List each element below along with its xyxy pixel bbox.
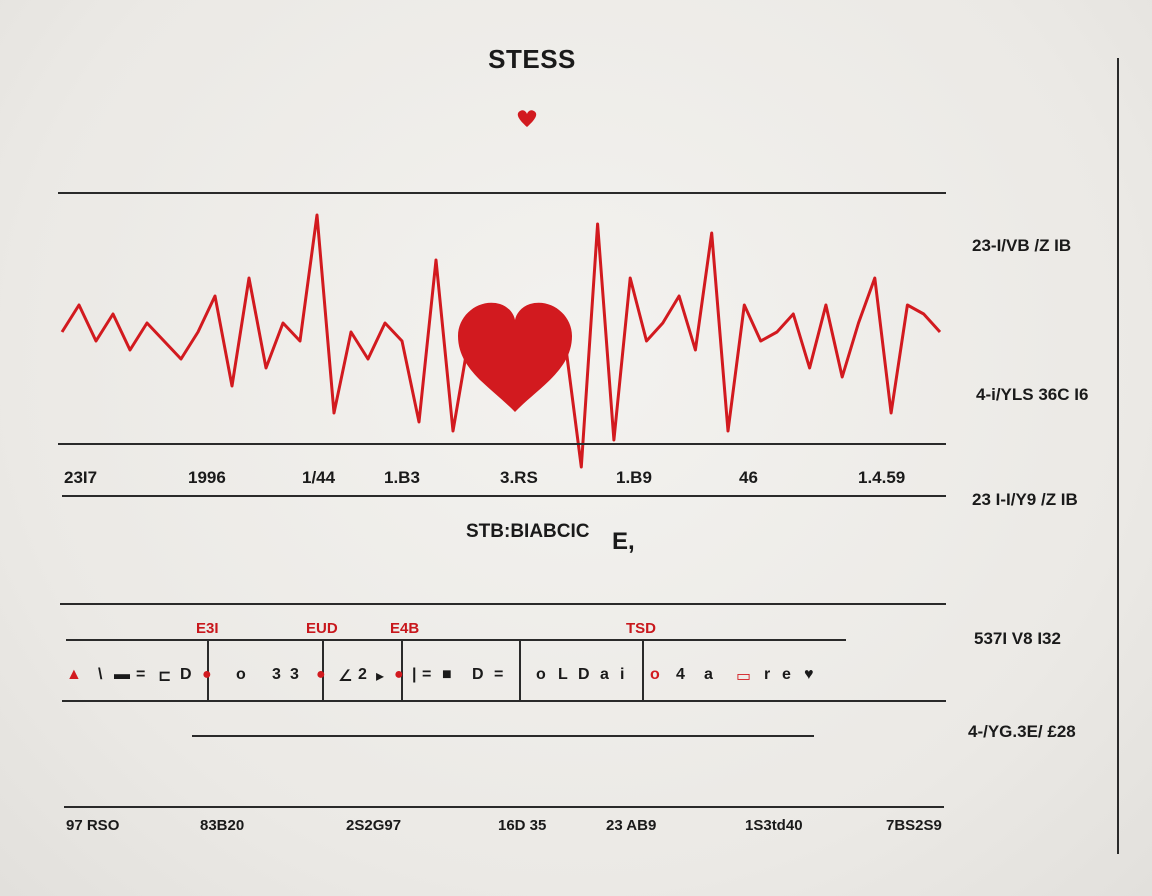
timeline-marker: TSD <box>626 620 656 637</box>
timeline-inner-rule <box>66 639 846 641</box>
top-axis-tick: 1.B9 <box>616 468 652 487</box>
top-axis-tick: 23I7 <box>64 468 98 487</box>
top-axis-tick: 1996 <box>188 468 226 487</box>
timeline-top-rule <box>60 603 946 605</box>
timeline-marker: E3I <box>196 620 219 637</box>
symbol: D <box>472 666 484 683</box>
top-axis-tick: 1.4.59 <box>858 468 906 487</box>
top-axis-tick: 1.B3 <box>384 468 420 487</box>
symbol: ■ <box>442 666 452 683</box>
large-heart-icon <box>458 302 572 412</box>
symbol: 3 <box>272 666 281 683</box>
bottom-axis-tick: 1S3td40 <box>745 817 803 834</box>
symbol: ▸ <box>376 668 385 685</box>
right-label: 4-/YG.3E/ £28 <box>968 722 1076 741</box>
page-title: STESS <box>488 44 576 74</box>
marker-pin <box>207 640 209 700</box>
symbol: D <box>578 666 590 683</box>
heart-icon: ♥ <box>804 666 814 683</box>
ecg-trace-right <box>563 222 942 469</box>
right-label: 4-i/YLS 36C I6 <box>976 385 1089 404</box>
warning-triangle-icon: ▲ <box>66 666 82 683</box>
symbol: o <box>536 666 546 683</box>
middle-mark: E, <box>612 528 635 555</box>
axis-rule-1 <box>62 495 946 497</box>
footer-rule <box>64 806 944 808</box>
marker-pin <box>322 640 324 700</box>
symbol: o <box>650 666 660 683</box>
top-axis-tick: 3.RS <box>500 468 538 487</box>
ecg-trace-left <box>60 213 472 433</box>
symbol: ∠ <box>338 668 353 685</box>
bottom-axis-tick: 2S2G97 <box>346 817 402 834</box>
marker-pin <box>519 640 521 700</box>
bottom-axis-tick: 16D 35 <box>498 817 547 834</box>
right-label: 537I V8 I32 <box>974 629 1061 648</box>
symbol: D <box>180 666 192 683</box>
right-label: 23-I/VB /Z IB <box>972 236 1072 255</box>
summary-rule <box>192 735 814 737</box>
symbol: a <box>600 666 609 683</box>
red-dot-icon: ● <box>202 666 212 683</box>
symbol: o <box>236 666 246 683</box>
red-dot-icon: ● <box>316 666 326 683</box>
symbol: 3 <box>290 666 299 683</box>
symbol: r <box>764 666 771 683</box>
symbol: \ <box>98 666 103 683</box>
symbol: = <box>494 666 504 683</box>
bottom-axis-tick: 97 RSO <box>66 817 120 834</box>
timeline-marker: E4B <box>390 620 420 637</box>
symbol: L <box>558 666 568 683</box>
symbol: 4 <box>676 666 685 683</box>
top-axis-tick: 46 <box>739 468 758 487</box>
symbol: = <box>422 666 432 683</box>
chart-top-rule <box>58 192 946 194</box>
small-heart-icon <box>517 110 537 127</box>
symbol: e <box>782 666 791 683</box>
top-axis-tick: 1/44 <box>302 468 336 487</box>
symbol: ⊏ <box>158 668 172 685</box>
bottom-axis-tick: 7BS2S9 <box>886 817 942 834</box>
symbol: = <box>136 666 146 683</box>
red-dot-icon: ● <box>394 666 404 683</box>
middle-label: STB:BIABCIC <box>466 521 590 542</box>
marker-pin <box>642 640 644 700</box>
symbol: i <box>620 666 625 683</box>
symbol: 2 <box>358 666 367 683</box>
timeline-bottom-rule <box>62 700 946 702</box>
bottom-axis-tick: 83B20 <box>200 817 245 834</box>
marker-pin <box>401 640 403 700</box>
timeline-marker: EUD <box>306 620 338 637</box>
symbol: ▬ <box>114 666 130 683</box>
right-border-line <box>1117 58 1119 854</box>
symbol-row: ▲ \ ▬ = ⊏ D ● o 3 3 ● ∠ 2 ▸ ● | = ■ D = … <box>66 666 826 688</box>
symbol: a <box>704 666 713 683</box>
red-box-icon: ▭ <box>736 668 752 685</box>
right-label: 23 I-I/Y9 /Z IB <box>972 490 1078 509</box>
bottom-axis-tick: 23 AB9 <box>606 817 657 834</box>
chart-baseline-rule <box>58 443 946 445</box>
symbol: | <box>412 666 417 683</box>
